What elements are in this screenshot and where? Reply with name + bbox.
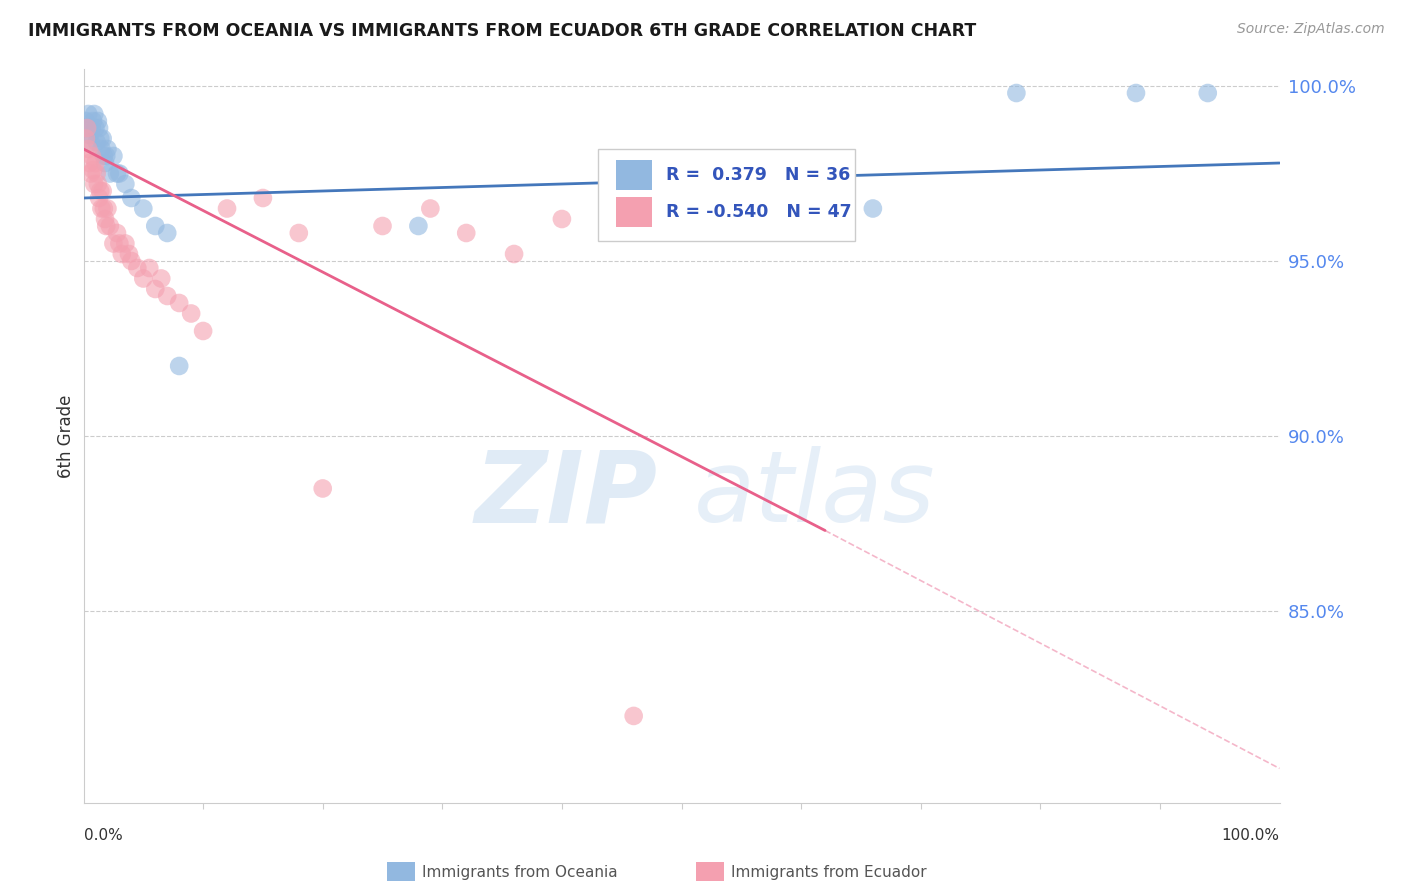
Text: IMMIGRANTS FROM OCEANIA VS IMMIGRANTS FROM ECUADOR 6TH GRADE CORRELATION CHART: IMMIGRANTS FROM OCEANIA VS IMMIGRANTS FR… bbox=[28, 22, 976, 40]
Point bbox=[742, 167, 765, 181]
Point bbox=[91, 184, 114, 198]
Point bbox=[94, 212, 117, 227]
Text: R = -0.540   N = 47: R = -0.540 N = 47 bbox=[666, 202, 852, 221]
Point bbox=[82, 163, 104, 178]
Point bbox=[623, 709, 645, 723]
Point bbox=[150, 271, 173, 285]
Point bbox=[90, 142, 112, 156]
Point bbox=[87, 177, 110, 191]
Point bbox=[84, 156, 107, 170]
Point bbox=[93, 149, 115, 163]
Point bbox=[143, 219, 166, 233]
Point bbox=[111, 247, 134, 261]
Point bbox=[93, 202, 115, 216]
Point bbox=[86, 167, 108, 181]
Point bbox=[191, 324, 214, 338]
Point bbox=[105, 167, 128, 181]
Point bbox=[76, 121, 98, 136]
Point bbox=[252, 191, 274, 205]
Point bbox=[96, 202, 118, 216]
Text: atlas: atlas bbox=[693, 446, 935, 543]
Point bbox=[83, 107, 105, 121]
Point bbox=[132, 202, 155, 216]
Point bbox=[87, 114, 110, 128]
Point bbox=[83, 177, 105, 191]
Point bbox=[180, 306, 202, 320]
Point bbox=[80, 121, 103, 136]
Point bbox=[105, 226, 128, 240]
Point bbox=[87, 191, 110, 205]
Text: 100.0%: 100.0% bbox=[1222, 828, 1279, 843]
Text: 0.0%: 0.0% bbox=[83, 828, 122, 843]
Point bbox=[1197, 86, 1219, 100]
Point bbox=[862, 202, 884, 216]
Point bbox=[96, 142, 118, 156]
Point bbox=[127, 260, 149, 275]
Text: Source: ZipAtlas.com: Source: ZipAtlas.com bbox=[1237, 22, 1385, 37]
Point bbox=[1125, 86, 1147, 100]
Point bbox=[132, 271, 155, 285]
Point bbox=[94, 156, 117, 170]
Bar bbox=[616, 161, 651, 190]
Point bbox=[456, 226, 478, 240]
Point bbox=[80, 135, 103, 149]
Point bbox=[84, 121, 107, 136]
Bar bbox=[616, 197, 651, 227]
Point bbox=[503, 247, 526, 261]
Point bbox=[114, 236, 136, 251]
Point bbox=[408, 219, 430, 233]
Point bbox=[96, 219, 118, 233]
Point bbox=[312, 482, 335, 496]
Point bbox=[79, 128, 101, 142]
FancyBboxPatch shape bbox=[598, 149, 855, 241]
Point bbox=[98, 219, 121, 233]
Text: ZIP: ZIP bbox=[475, 446, 658, 543]
Point bbox=[156, 289, 179, 303]
Point bbox=[671, 219, 693, 233]
Point bbox=[215, 202, 238, 216]
Point bbox=[108, 236, 131, 251]
Point bbox=[75, 114, 97, 128]
Text: R =  0.379   N = 36: R = 0.379 N = 36 bbox=[666, 166, 851, 184]
Point bbox=[103, 149, 125, 163]
Point bbox=[120, 191, 142, 205]
Point bbox=[96, 149, 118, 163]
Point bbox=[167, 296, 190, 310]
Y-axis label: 6th Grade: 6th Grade bbox=[58, 394, 75, 477]
Point bbox=[98, 167, 121, 181]
Point bbox=[103, 236, 125, 251]
Point bbox=[143, 282, 166, 296]
Point bbox=[91, 131, 114, 145]
Point bbox=[156, 226, 179, 240]
Point bbox=[1005, 86, 1028, 100]
Point bbox=[120, 254, 142, 268]
Point bbox=[167, 359, 190, 373]
Point bbox=[86, 135, 108, 149]
Text: Immigrants from Oceania: Immigrants from Oceania bbox=[422, 865, 617, 880]
Point bbox=[89, 184, 111, 198]
Point bbox=[77, 142, 100, 156]
Point bbox=[80, 167, 103, 181]
Point bbox=[114, 177, 136, 191]
Point bbox=[75, 131, 97, 145]
Point bbox=[108, 167, 131, 181]
Point bbox=[87, 121, 110, 136]
Point bbox=[89, 131, 111, 145]
Point bbox=[82, 114, 104, 128]
Point bbox=[90, 202, 112, 216]
Point bbox=[419, 202, 441, 216]
Point bbox=[551, 212, 574, 227]
Point bbox=[77, 107, 100, 121]
Point bbox=[814, 156, 837, 170]
Point bbox=[79, 156, 101, 170]
Point bbox=[371, 219, 394, 233]
Point bbox=[288, 226, 311, 240]
Text: Immigrants from Ecuador: Immigrants from Ecuador bbox=[731, 865, 927, 880]
Point bbox=[138, 260, 160, 275]
Point bbox=[80, 149, 103, 163]
Point bbox=[76, 121, 98, 136]
Point bbox=[118, 247, 141, 261]
